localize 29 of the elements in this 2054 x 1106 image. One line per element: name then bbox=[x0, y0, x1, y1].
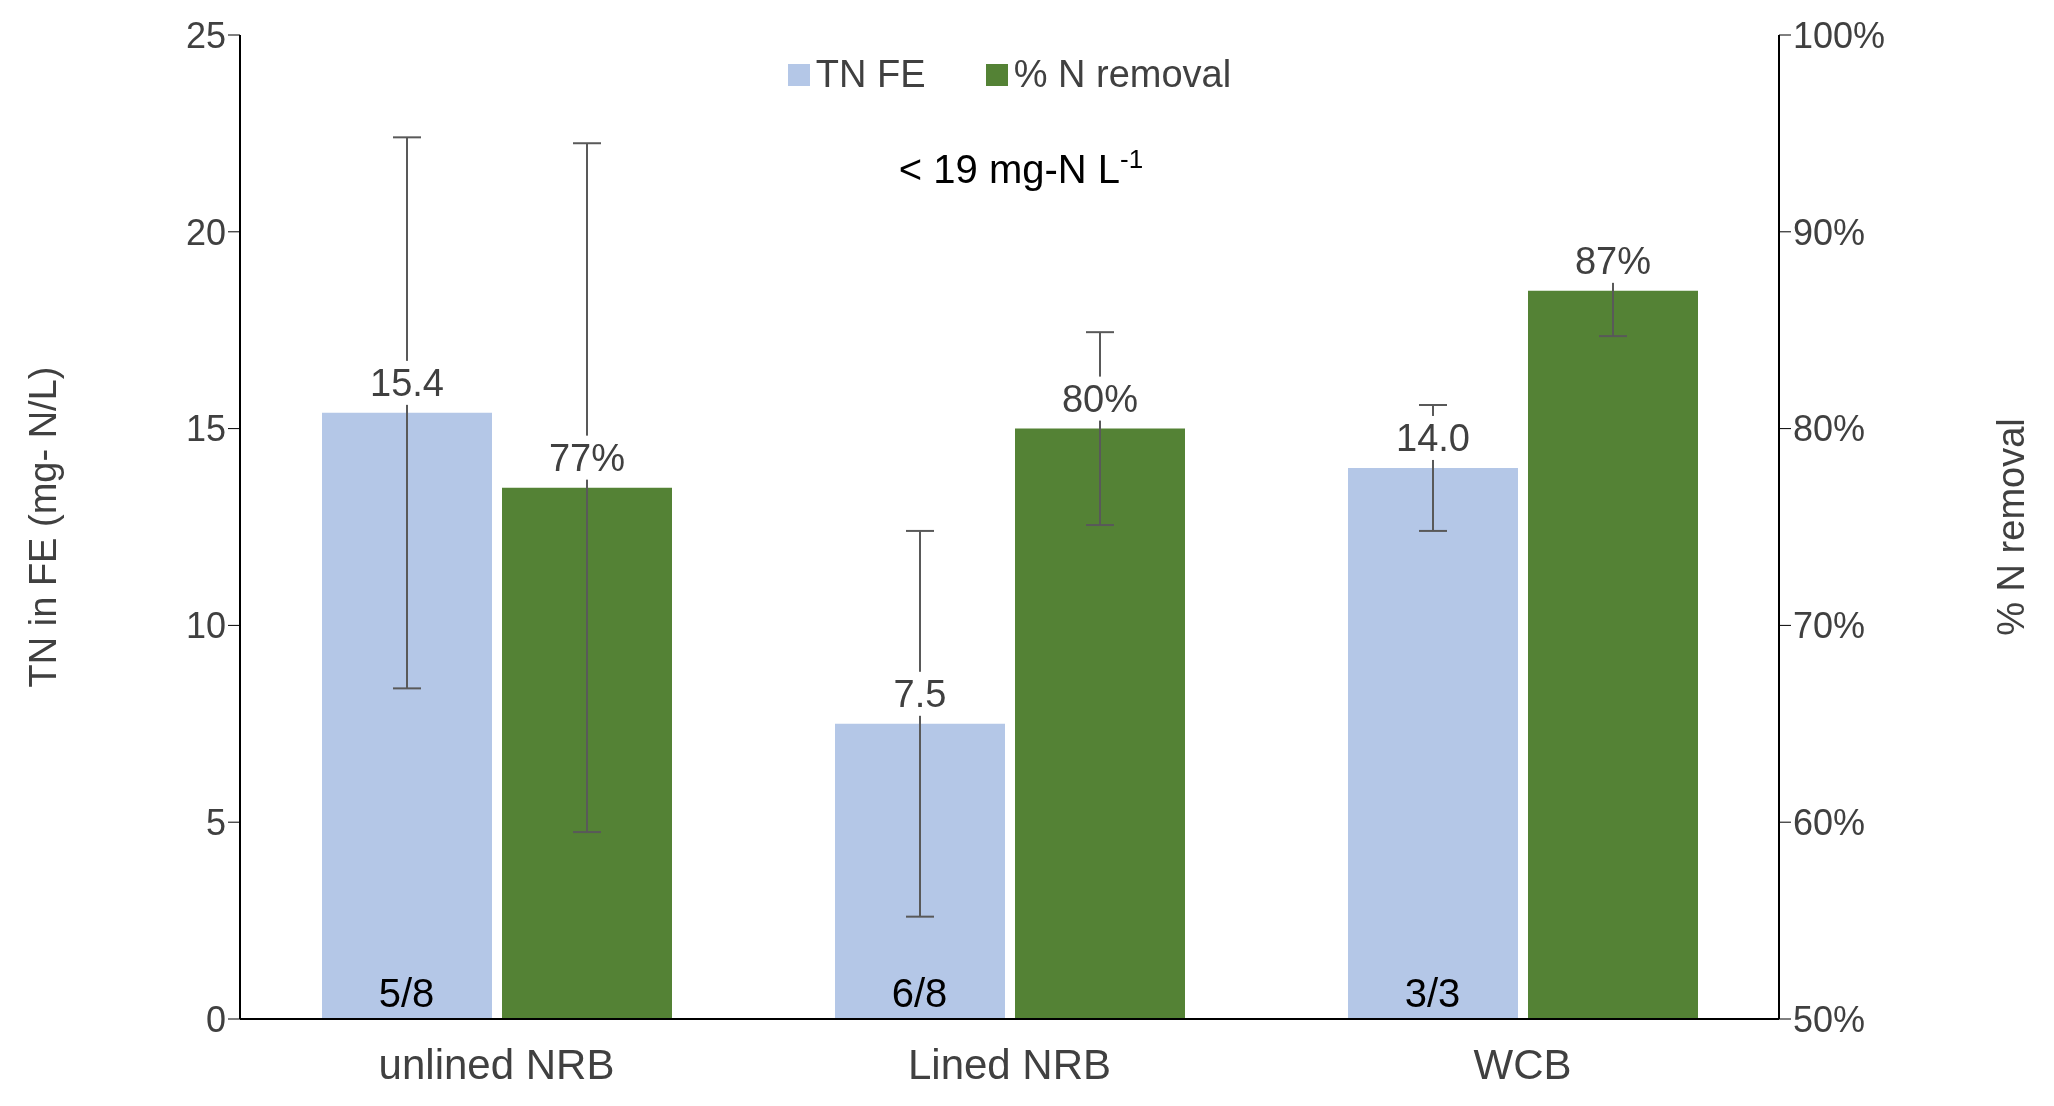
x-tick-label: Lined NRB bbox=[907, 1040, 1112, 1088]
y2-tick-label: 90% bbox=[1793, 211, 1866, 253]
data-label: 14.0 bbox=[1396, 416, 1470, 459]
y-tick-label: 25 bbox=[185, 14, 226, 56]
annotation: 6/8 bbox=[891, 971, 948, 1015]
data-label: 7.5 bbox=[893, 672, 947, 715]
x-tick-label: unlined NRB bbox=[378, 1040, 615, 1088]
y-axis-title: TN in FE (mg- N/L) bbox=[22, 366, 65, 688]
y2-axis-title: % N removal bbox=[1990, 418, 2033, 636]
legend-label: TN FE bbox=[814, 53, 926, 96]
x-tick-label: WCB bbox=[1473, 1040, 1572, 1088]
annotation: 3/3 bbox=[1404, 971, 1461, 1015]
annotation: < 19 mg-N L$^{-1}$ bbox=[898, 144, 1144, 191]
data-label: 80% bbox=[1061, 377, 1139, 420]
data-label: 77% bbox=[548, 436, 626, 479]
y2-tick-label: 50% bbox=[1793, 998, 1866, 1040]
y2-tick-label: 60% bbox=[1793, 801, 1866, 843]
y-tick-label: 0 bbox=[205, 998, 226, 1040]
annotation: 5/8 bbox=[378, 971, 435, 1015]
y2-tick-label: 70% bbox=[1793, 605, 1866, 647]
y-tick-label: 10 bbox=[185, 605, 226, 647]
y-tick-label: 15 bbox=[185, 408, 226, 450]
y-tick-label: 5 bbox=[205, 801, 226, 843]
y2-tick-label: 80% bbox=[1793, 408, 1866, 450]
y2-tick-label: 100% bbox=[1793, 14, 1886, 56]
data-label: 15.4 bbox=[370, 361, 444, 404]
data-label: 87% bbox=[1574, 239, 1652, 282]
y-tick-label: 20 bbox=[185, 211, 226, 253]
legend-label: % N removal bbox=[1012, 53, 1232, 96]
